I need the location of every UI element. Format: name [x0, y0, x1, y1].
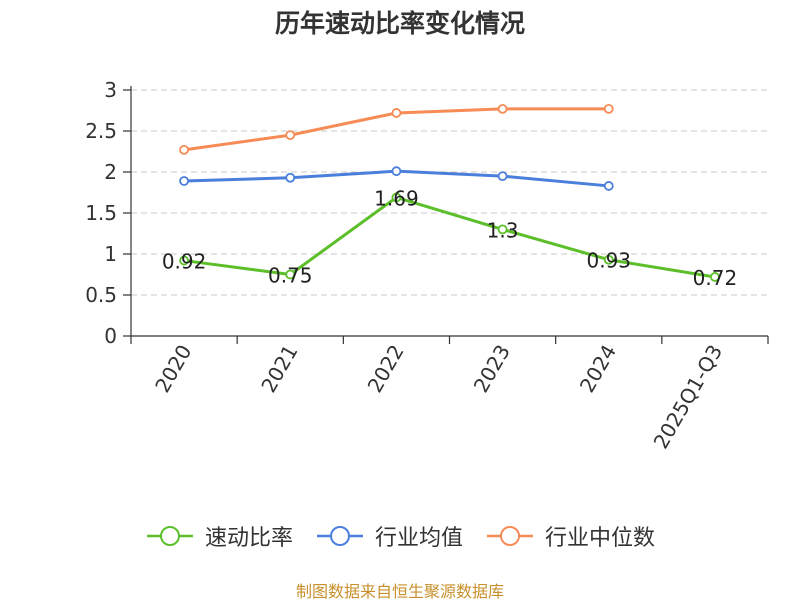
- data-point: [603, 254, 614, 265]
- data-point: [391, 166, 402, 177]
- grid-layer: [131, 89, 768, 296]
- x-tick-label: 2024: [575, 341, 621, 397]
- source-note: 制图数据来自恒生聚源数据库: [295, 582, 504, 601]
- data-label: 0.75: [268, 264, 313, 288]
- data-point: [285, 269, 296, 280]
- chart-title: 历年速动比率变化情况: [274, 9, 525, 38]
- series-line: [183, 195, 716, 279]
- y-tick-label: 1.5: [85, 201, 117, 225]
- legend-swatch-icon: [146, 526, 193, 546]
- data-point: [603, 181, 614, 191]
- x-tick-label: 2020: [150, 341, 196, 397]
- x-tick-label: 2025Q1-Q3: [649, 341, 728, 453]
- x-tick-label: 2022: [363, 341, 409, 397]
- y-tick-label: 2: [104, 160, 117, 184]
- data-label: 0.72: [693, 266, 738, 290]
- series-layer: [179, 103, 720, 282]
- data-point: [285, 172, 296, 183]
- data-label: 0.92: [162, 250, 207, 274]
- legend-label: 行业中位数: [545, 526, 656, 551]
- y-tick-label: 1: [104, 242, 117, 266]
- data-point: [179, 176, 189, 186]
- data-point: [391, 108, 402, 118]
- x-tick-label: 2021: [256, 341, 302, 397]
- data-label: 0.93: [586, 249, 631, 273]
- legend-label: 速动比率: [204, 526, 293, 551]
- data-label: 1.3: [487, 218, 519, 242]
- legend-label: 行业均值: [374, 526, 463, 551]
- data-point: [497, 224, 508, 235]
- data-point: [497, 103, 508, 114]
- x-tick-label: 2023: [469, 341, 515, 397]
- y-tick-label: 3: [104, 78, 117, 102]
- legend: 速动比率 行业均值 行业中位数: [0, 520, 800, 552]
- legend-item: 行业均值: [315, 520, 463, 552]
- data-label-layer: 0.92 0.75 1.69 1.3 0.93 0.72: [162, 186, 737, 290]
- data-point: [391, 192, 402, 203]
- y-tick-label: 0.5: [85, 283, 117, 307]
- data-point: [285, 130, 296, 141]
- legend-item: 速动比率: [145, 520, 293, 552]
- legend-item: 行业中位数: [485, 520, 655, 552]
- axis-layer: 0 0.5 1 1.5 2 2.5 3 2020 2021 2022 2023 2024 2025Q1-…: [85, 78, 769, 453]
- y-tick-label: 2.5: [85, 119, 117, 143]
- y-tick-label: 0: [104, 324, 117, 348]
- legend-swatch-icon: [487, 526, 533, 546]
- data-point: [179, 144, 189, 155]
- data-label: 1.69: [374, 186, 419, 210]
- data-point: [497, 171, 508, 182]
- legend-swatch-icon: [316, 526, 363, 546]
- data-point: [179, 255, 189, 266]
- data-point: [710, 272, 720, 282]
- data-point: [603, 103, 614, 114]
